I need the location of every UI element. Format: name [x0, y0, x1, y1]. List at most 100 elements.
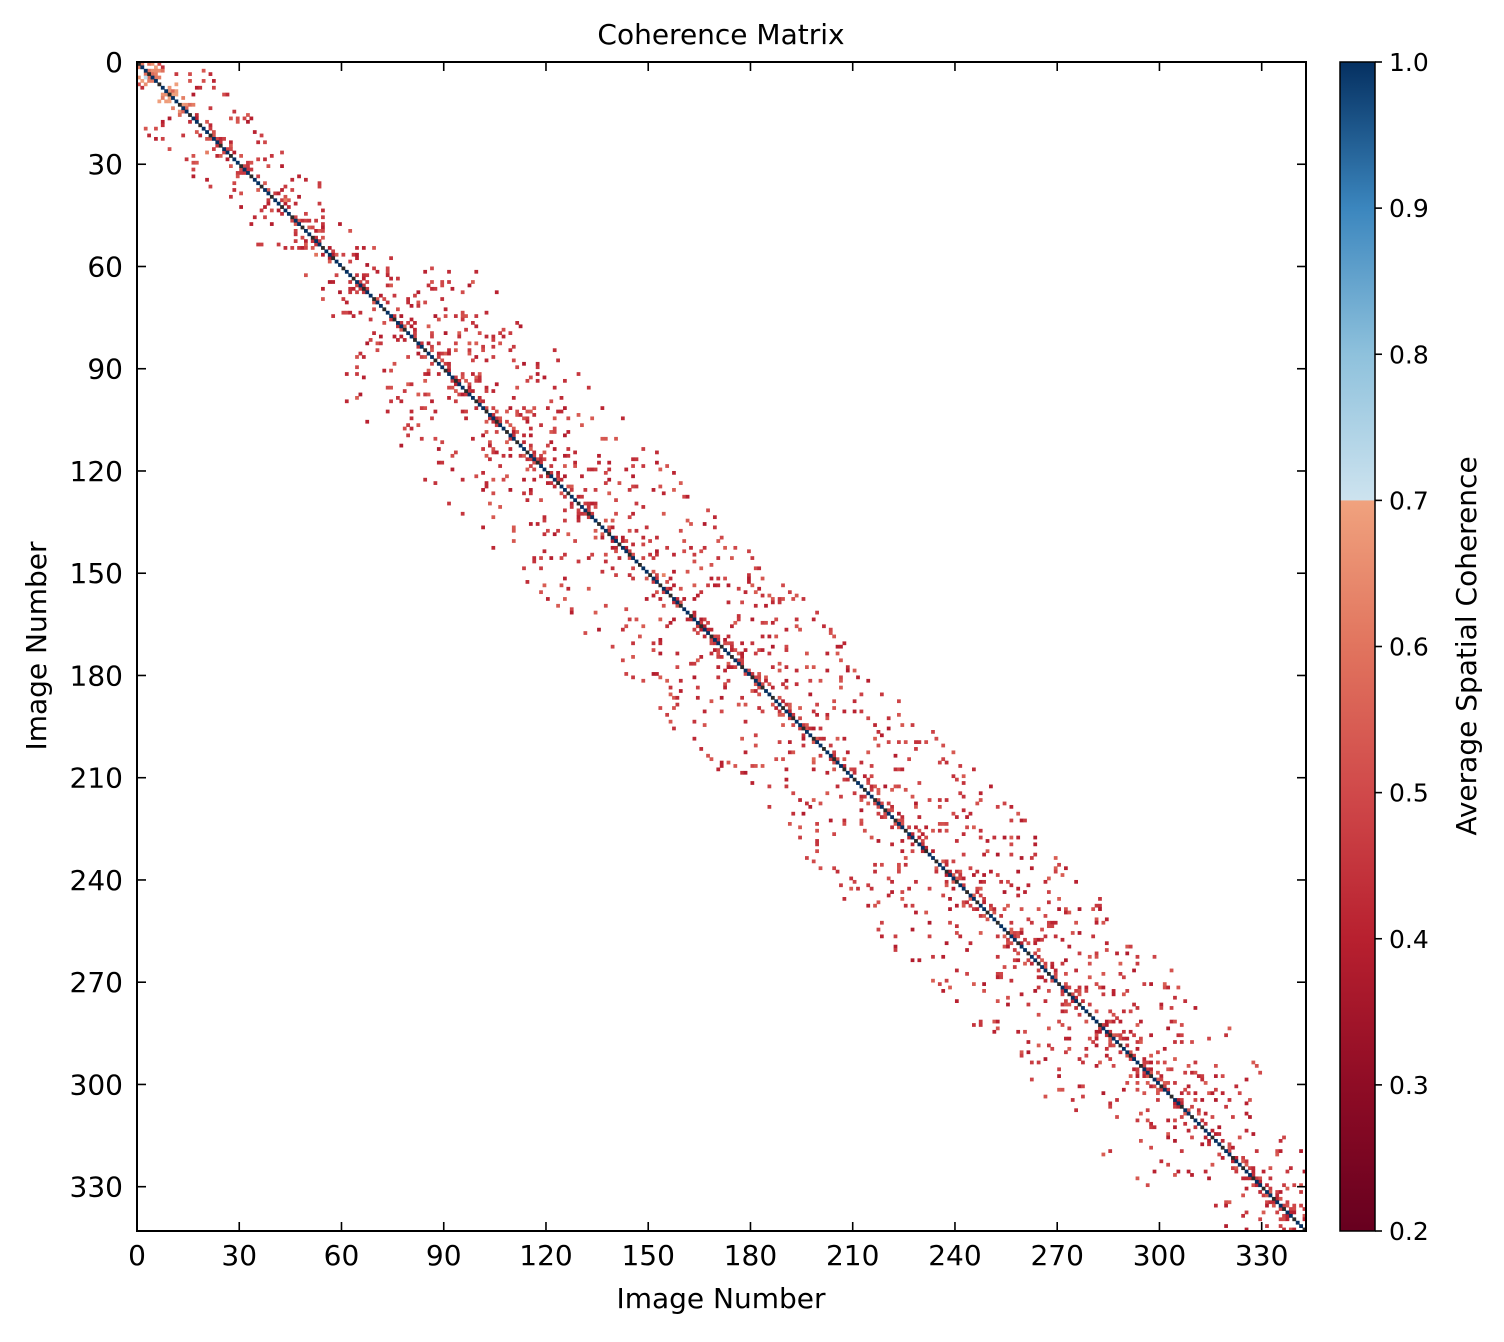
heatmap-cell	[317, 184, 322, 189]
y-axis-label: Image Number	[20, 541, 53, 751]
heatmap-cell	[1166, 1067, 1171, 1072]
heatmap-cell	[1299, 1203, 1303, 1208]
heatmap-cell	[893, 822, 898, 826]
heatmap-cell	[266, 201, 271, 206]
heatmap-cell	[191, 174, 196, 179]
x-tick-label: 0	[128, 1239, 146, 1272]
heatmap-cell	[873, 862, 877, 867]
heatmap-cell	[1166, 985, 1171, 990]
diagonal-cell	[385, 310, 390, 315]
heatmap-cell	[740, 661, 744, 666]
heatmap-cell	[914, 801, 918, 806]
heatmap-cell	[229, 147, 233, 151]
heatmap-cell	[859, 798, 864, 802]
heatmap-cell	[1094, 951, 1099, 956]
heatmap-cell	[835, 784, 840, 789]
diagonal-cell	[477, 402, 482, 407]
heatmap-cell	[314, 229, 318, 233]
diagonal-cell	[494, 419, 499, 424]
heatmap-cell	[293, 215, 298, 220]
diagonal-cell	[1179, 1104, 1184, 1109]
heatmap-cell	[297, 174, 301, 179]
heatmap-cell	[1149, 1121, 1153, 1126]
heatmap-cell	[1043, 965, 1048, 969]
x-tick-label: 30	[221, 1239, 257, 1272]
heatmap-cell	[897, 866, 901, 871]
heatmap-cell	[900, 723, 905, 727]
heatmap-cell	[1111, 1033, 1116, 1038]
heatmap-cell	[760, 576, 765, 581]
heatmap-cell	[740, 736, 744, 741]
heatmap-cell	[1094, 917, 1099, 922]
heatmap-cell	[1104, 917, 1109, 922]
heatmap-cell	[583, 501, 588, 506]
heatmap-cell	[460, 314, 465, 318]
heatmap-cell	[1121, 992, 1126, 997]
heatmap-cell	[440, 351, 445, 356]
diagonal-cell	[1070, 995, 1075, 1000]
heatmap-cell	[978, 914, 983, 918]
heatmap-cell	[525, 498, 530, 502]
heatmap-cell	[641, 464, 646, 468]
heatmap-cell	[1220, 1091, 1225, 1096]
heatmap-cell	[481, 447, 485, 451]
heatmap-cell	[460, 375, 465, 380]
heatmap-cell	[447, 351, 451, 356]
heatmap-cell	[699, 566, 704, 571]
diagonal-cell	[668, 593, 673, 598]
heatmap-cell	[539, 457, 543, 462]
heatmap-cell	[740, 600, 744, 605]
heatmap-cell	[784, 644, 789, 649]
heatmap-cell	[522, 566, 526, 571]
heatmap-cell	[402, 389, 407, 393]
heatmap-cell	[1200, 1074, 1205, 1078]
diagonal-cell	[576, 501, 581, 506]
heatmap-cell	[1234, 1166, 1239, 1170]
heatmap-cell	[218, 154, 223, 158]
heatmap-cell	[753, 682, 758, 687]
heatmap-cell	[614, 436, 618, 441]
heatmap-cell	[603, 552, 608, 557]
heatmap-cell	[682, 494, 687, 499]
heatmap-cell	[1258, 1179, 1263, 1184]
heatmap-cell	[511, 426, 516, 431]
heatmap-cell	[1196, 1108, 1201, 1113]
heatmap-cell	[481, 399, 485, 404]
heatmap-cell	[791, 750, 796, 755]
heatmap-cell	[1210, 1091, 1215, 1096]
heatmap-cell	[457, 392, 462, 397]
heatmap-cell	[160, 123, 165, 128]
heatmap-cell	[692, 627, 697, 632]
heatmap-cell	[968, 897, 973, 901]
heatmap-cell	[968, 866, 973, 871]
heatmap-cell	[1261, 1193, 1266, 1198]
heatmap-cell	[1125, 1081, 1130, 1085]
heatmap-cell	[972, 982, 976, 986]
diagonal-cell	[978, 903, 983, 908]
heatmap-cell	[641, 556, 646, 560]
heatmap-cell	[627, 549, 632, 554]
colorbar-tick-label: 0.2	[1389, 1217, 1429, 1246]
heatmap-cell	[1029, 920, 1034, 925]
heatmap-cell	[290, 246, 295, 250]
heatmap-cell	[545, 406, 550, 410]
heatmap-cell	[181, 96, 186, 100]
heatmap-cell	[1173, 995, 1177, 1000]
diagonal-cell	[433, 358, 438, 363]
heatmap-cell	[893, 948, 898, 952]
heatmap-cell	[672, 470, 676, 475]
heatmap-cell	[951, 859, 956, 864]
heatmap-cell	[535, 372, 540, 376]
heatmap-cell	[1050, 961, 1055, 966]
heatmap-cell	[177, 109, 182, 114]
diagonal-cell	[321, 246, 325, 250]
heatmap-cell	[532, 450, 537, 455]
diagonal-cell	[954, 879, 959, 884]
heatmap-cell	[879, 862, 884, 867]
heatmap-cell	[1268, 1176, 1273, 1181]
heatmap-cell	[1006, 1002, 1010, 1007]
diagonal-cell	[157, 82, 162, 87]
heatmap-cell	[1108, 1036, 1113, 1041]
diagonal-cell	[1200, 1125, 1205, 1130]
diagonal-cell	[968, 893, 973, 898]
